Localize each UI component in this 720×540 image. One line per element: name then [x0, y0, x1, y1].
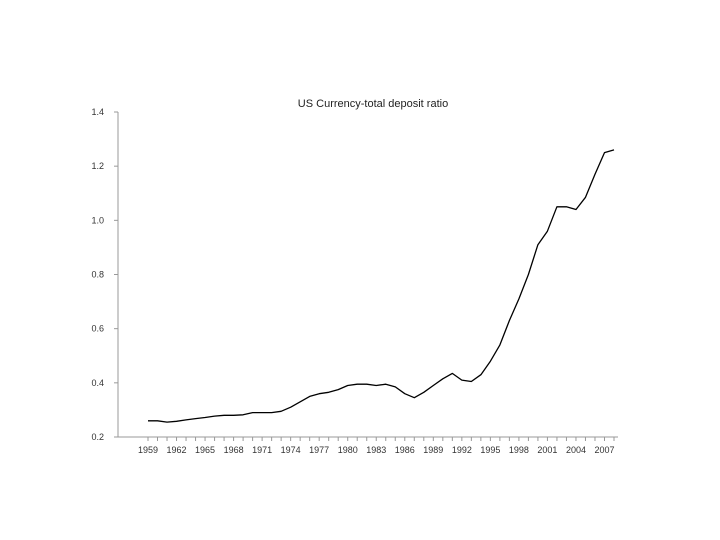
x-tick-label: 1974 [281, 445, 301, 455]
y-tick-label: 1.2 [91, 161, 104, 171]
y-axis-ticks: 0.2 0.4 0.6 0.8 1.0 1.2 1.4 [91, 107, 118, 442]
x-tick-label: 1989 [423, 445, 443, 455]
y-tick-label: 0.6 [91, 324, 104, 334]
x-tick-label: 1968 [224, 445, 244, 455]
y-tick-label: 0.4 [91, 378, 104, 388]
x-tick-label: 1983 [366, 445, 386, 455]
axes [117, 112, 618, 438]
x-tick-label: 1980 [338, 445, 358, 455]
x-tick-label: 1986 [395, 445, 415, 455]
y-tick-label: 0.8 [91, 270, 104, 280]
x-tick-label: 1992 [452, 445, 472, 455]
x-tick-label: 1965 [195, 445, 215, 455]
chart-title: US Currency-total deposit ratio [298, 98, 448, 110]
x-tick-label: 2001 [537, 445, 557, 455]
y-tick-label: 1.0 [91, 215, 104, 225]
x-tick-label: 1977 [309, 445, 329, 455]
x-axis-ticks: 1959 1962 1965 1968 1971 1974 1977 1980 1983 1986… [138, 437, 615, 455]
x-tick-label: 1959 [138, 445, 158, 455]
x-tick-label: 1962 [167, 445, 187, 455]
x-tick-label: 1995 [480, 445, 500, 455]
x-tick-label: 2007 [594, 445, 614, 455]
x-tick-label: 2004 [566, 445, 586, 455]
series-line [148, 149, 615, 423]
y-tick-label: 0.2 [91, 432, 104, 442]
x-tick-label: 1971 [252, 445, 272, 455]
y-tick-label: 1.4 [91, 107, 104, 117]
x-tick-label: 1998 [509, 445, 529, 455]
